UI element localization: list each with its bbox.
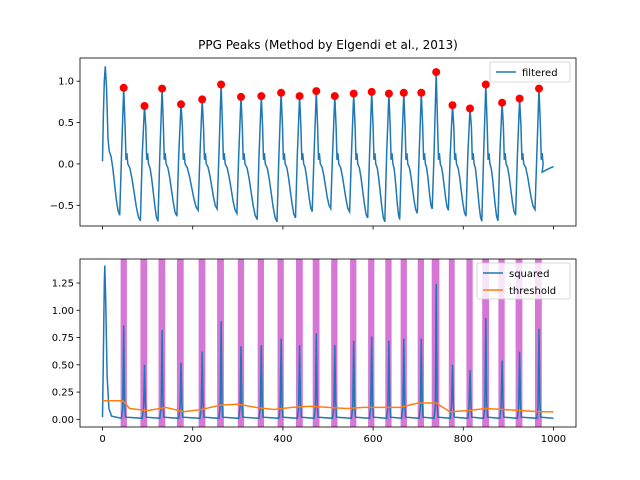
peak-marker-10 (295, 92, 304, 101)
peak-band-5 (198, 259, 206, 427)
peak-marker-15 (384, 89, 393, 98)
peak-band-23 (515, 259, 523, 427)
peak-marker-24 (535, 84, 543, 93)
bottom-xtick-label: 600 (364, 434, 383, 445)
peak-band-2 (140, 259, 148, 427)
peak-marker-2 (140, 102, 149, 110)
peak-marker-17 (417, 88, 426, 97)
legend-label-squared: squared (509, 269, 549, 280)
peak-marker-6 (217, 80, 226, 89)
peak-marker-9 (277, 88, 286, 97)
peak-marker-18 (432, 68, 441, 77)
series-threshold-line (102, 400, 554, 413)
peak-marker-3 (158, 84, 167, 93)
peak-band-20 (466, 259, 473, 427)
peak-marker-5 (198, 95, 207, 104)
legend-label-threshold: threshold (509, 286, 556, 297)
bottom-ytick-label: 1.00 (52, 306, 74, 317)
chart-title: PPG Peaks (Method by Elgendi et al., 201… (198, 38, 458, 52)
series-filtered-line (101, 66, 554, 223)
peak-marker-13 (349, 89, 358, 98)
top-plot-axes: −0.5 0.0 0.5 1.0 (50, 77, 554, 230)
bottom-xtick-label: 400 (273, 434, 292, 445)
top-plot-frame (79, 57, 577, 227)
top-ytick-label: 1.0 (58, 77, 74, 88)
peak-marker-19 (448, 101, 457, 110)
peak-marker-21 (481, 80, 490, 89)
bottom-ytick-label: 0.50 (52, 360, 74, 371)
top-plot-data (101, 66, 554, 223)
bottom-plot-data (101, 265, 554, 420)
peak-band-22 (498, 259, 505, 427)
peak-band-10 (296, 259, 303, 427)
legend-label-filtered: filtered (522, 68, 558, 79)
peak-band-7 (237, 259, 245, 427)
bottom-plot-frame (79, 258, 577, 428)
bottom-ytick-label: 0.75 (52, 333, 74, 344)
bottom-ytick-label: 0.25 (52, 388, 74, 399)
bottom-xtick-label: 800 (454, 434, 473, 445)
peak-marker-1 (119, 83, 128, 92)
peak-marker-23 (515, 94, 524, 103)
peak-marker-7 (237, 92, 245, 101)
bottom-ytick-label: 1.25 (52, 279, 74, 290)
peak-marker-20 (466, 104, 474, 113)
peak-marker-22 (498, 98, 507, 107)
bottom-legend: squared threshold (476, 262, 571, 300)
bottom-xtick-label: 0 (99, 434, 105, 445)
bottom-ytick-label: 0.00 (52, 415, 74, 426)
peak-band-4 (176, 259, 184, 427)
peak-marker-11 (312, 87, 321, 96)
top-ytick-label: −0.5 (50, 201, 74, 212)
bottom-xtick-label: 1000 (541, 434, 566, 445)
peak-marker-14 (367, 87, 376, 96)
peak-marker-12 (330, 92, 339, 101)
top-ytick-label: 0.5 (58, 118, 74, 129)
bottom-plot-axes: 0.00 0.25 0.50 0.75 1.00 1.25 0 200 400 600 800 100… (52, 279, 566, 446)
top-legend: filtered (489, 61, 571, 83)
top-ytick-label: 0.0 (58, 159, 74, 170)
peak-band-19 (448, 259, 455, 427)
peak-band-12 (331, 259, 338, 427)
peak-band-8 (257, 259, 264, 427)
peak-marker-8 (257, 92, 266, 101)
bottom-xtick-label: 200 (183, 434, 202, 445)
peak-marker-4 (177, 100, 185, 109)
peak-marker-16 (399, 88, 408, 97)
